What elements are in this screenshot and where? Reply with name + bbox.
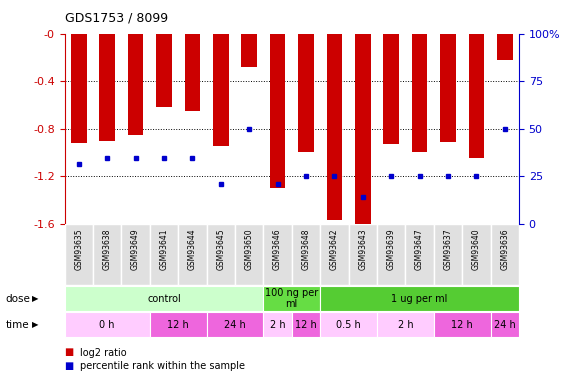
Text: ■: ■ [65, 361, 73, 370]
Text: percentile rank within the sample: percentile rank within the sample [80, 361, 245, 370]
FancyBboxPatch shape [406, 224, 434, 285]
FancyBboxPatch shape [377, 224, 406, 285]
FancyBboxPatch shape [150, 224, 178, 285]
Text: GSM93638: GSM93638 [103, 229, 112, 270]
Text: GSM93642: GSM93642 [330, 229, 339, 270]
Text: GSM93650: GSM93650 [245, 229, 254, 270]
Text: GSM93636: GSM93636 [500, 229, 509, 270]
FancyBboxPatch shape [65, 286, 263, 311]
FancyBboxPatch shape [320, 312, 377, 337]
FancyBboxPatch shape [320, 286, 519, 311]
FancyBboxPatch shape [121, 224, 150, 285]
Text: 12 h: 12 h [167, 320, 189, 330]
Text: GSM93637: GSM93637 [443, 229, 452, 270]
Bar [412, 34, 427, 152]
FancyBboxPatch shape [65, 312, 150, 337]
FancyBboxPatch shape [178, 224, 206, 285]
FancyBboxPatch shape [206, 224, 235, 285]
Bar [383, 34, 399, 144]
Text: GSM93644: GSM93644 [188, 229, 197, 270]
Text: 24 h: 24 h [224, 320, 246, 330]
FancyBboxPatch shape [292, 224, 320, 285]
FancyBboxPatch shape [348, 224, 377, 285]
FancyBboxPatch shape [263, 286, 320, 311]
Text: 24 h: 24 h [494, 320, 516, 330]
FancyBboxPatch shape [377, 312, 434, 337]
Bar [468, 34, 484, 158]
Bar [241, 34, 257, 67]
FancyBboxPatch shape [263, 312, 292, 337]
FancyBboxPatch shape [206, 312, 263, 337]
FancyBboxPatch shape [462, 224, 490, 285]
FancyBboxPatch shape [65, 224, 93, 285]
Text: control: control [147, 294, 181, 304]
FancyBboxPatch shape [235, 224, 263, 285]
FancyBboxPatch shape [292, 312, 320, 337]
FancyBboxPatch shape [490, 312, 519, 337]
Text: GSM93643: GSM93643 [358, 229, 367, 270]
Text: 2 h: 2 h [270, 320, 286, 330]
Text: GSM93646: GSM93646 [273, 229, 282, 270]
Text: GSM93648: GSM93648 [301, 229, 310, 270]
Text: GDS1753 / 8099: GDS1753 / 8099 [65, 11, 168, 24]
FancyBboxPatch shape [150, 312, 206, 337]
Bar [156, 34, 172, 107]
Text: 12 h: 12 h [295, 320, 317, 330]
Text: GSM93645: GSM93645 [216, 229, 225, 270]
Text: log2 ratio: log2 ratio [80, 348, 127, 357]
Text: 0.5 h: 0.5 h [336, 320, 361, 330]
FancyBboxPatch shape [93, 224, 121, 285]
Text: GSM93641: GSM93641 [159, 229, 168, 270]
Bar [99, 34, 115, 141]
Bar [440, 34, 456, 142]
Text: dose: dose [6, 294, 30, 304]
Bar [213, 34, 228, 147]
FancyBboxPatch shape [490, 224, 519, 285]
Bar [270, 34, 286, 188]
Bar [185, 34, 200, 111]
Bar [327, 34, 342, 220]
Text: GSM93640: GSM93640 [472, 229, 481, 270]
FancyBboxPatch shape [320, 224, 348, 285]
Text: 2 h: 2 h [398, 320, 413, 330]
FancyBboxPatch shape [434, 224, 462, 285]
Text: 1 ug per ml: 1 ug per ml [392, 294, 448, 304]
FancyBboxPatch shape [263, 224, 292, 285]
Bar [355, 34, 370, 224]
Text: ■: ■ [65, 348, 73, 357]
Bar [298, 34, 314, 152]
Text: time: time [6, 320, 29, 330]
Bar [71, 34, 86, 143]
Bar [128, 34, 143, 135]
Text: 12 h: 12 h [451, 320, 473, 330]
Bar [497, 34, 513, 60]
Text: GSM93649: GSM93649 [131, 229, 140, 270]
Text: GSM93639: GSM93639 [387, 229, 396, 270]
Text: 0 h: 0 h [99, 320, 115, 330]
Text: GSM93647: GSM93647 [415, 229, 424, 270]
Text: ▶: ▶ [32, 320, 39, 329]
Text: ▶: ▶ [32, 294, 39, 303]
Text: GSM93635: GSM93635 [74, 229, 83, 270]
FancyBboxPatch shape [434, 312, 490, 337]
Text: 100 ng per
ml: 100 ng per ml [265, 288, 318, 309]
